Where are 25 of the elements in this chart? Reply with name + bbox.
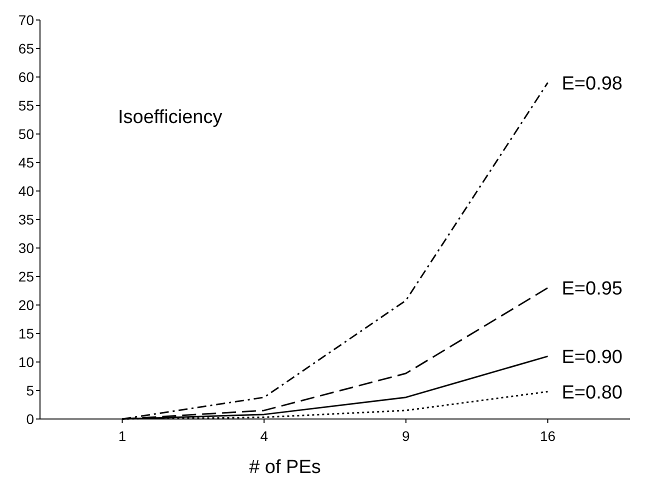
y-tick-label: 60 bbox=[18, 68, 34, 85]
y-tick-label: 20 bbox=[18, 296, 34, 313]
x-tick-label: 9 bbox=[402, 428, 410, 444]
series-label: E=0.80 bbox=[562, 382, 622, 404]
x-axis-title: # of PEs bbox=[249, 457, 321, 478]
x-tick-label: 4 bbox=[260, 428, 268, 444]
y-tick-label: 25 bbox=[18, 268, 34, 284]
y-tick-label: 40 bbox=[18, 182, 34, 199]
series-label: E=0.95 bbox=[562, 278, 622, 300]
series-label: E=0.90 bbox=[562, 346, 622, 368]
y-tick-label: 0 bbox=[26, 410, 34, 427]
y-tick-label: 50 bbox=[18, 126, 34, 142]
y-tick-label: 45 bbox=[18, 154, 34, 170]
x-tick-label: 1 bbox=[118, 428, 126, 444]
y-tick-label: 65 bbox=[18, 40, 34, 56]
y-tick-label: 70 bbox=[18, 12, 34, 28]
y-tick-label: 5 bbox=[26, 382, 34, 398]
x-tick-label: 16 bbox=[540, 428, 556, 444]
series-label: E=0.98 bbox=[562, 73, 622, 94]
y-tick-label: 15 bbox=[18, 325, 34, 342]
y-tick-label: 10 bbox=[18, 354, 34, 370]
y-tick-label: 30 bbox=[18, 240, 34, 256]
annotation: Isoefficiency bbox=[118, 107, 223, 128]
y-tick-label: 55 bbox=[18, 97, 34, 114]
y-tick-label: 35 bbox=[18, 211, 34, 228]
